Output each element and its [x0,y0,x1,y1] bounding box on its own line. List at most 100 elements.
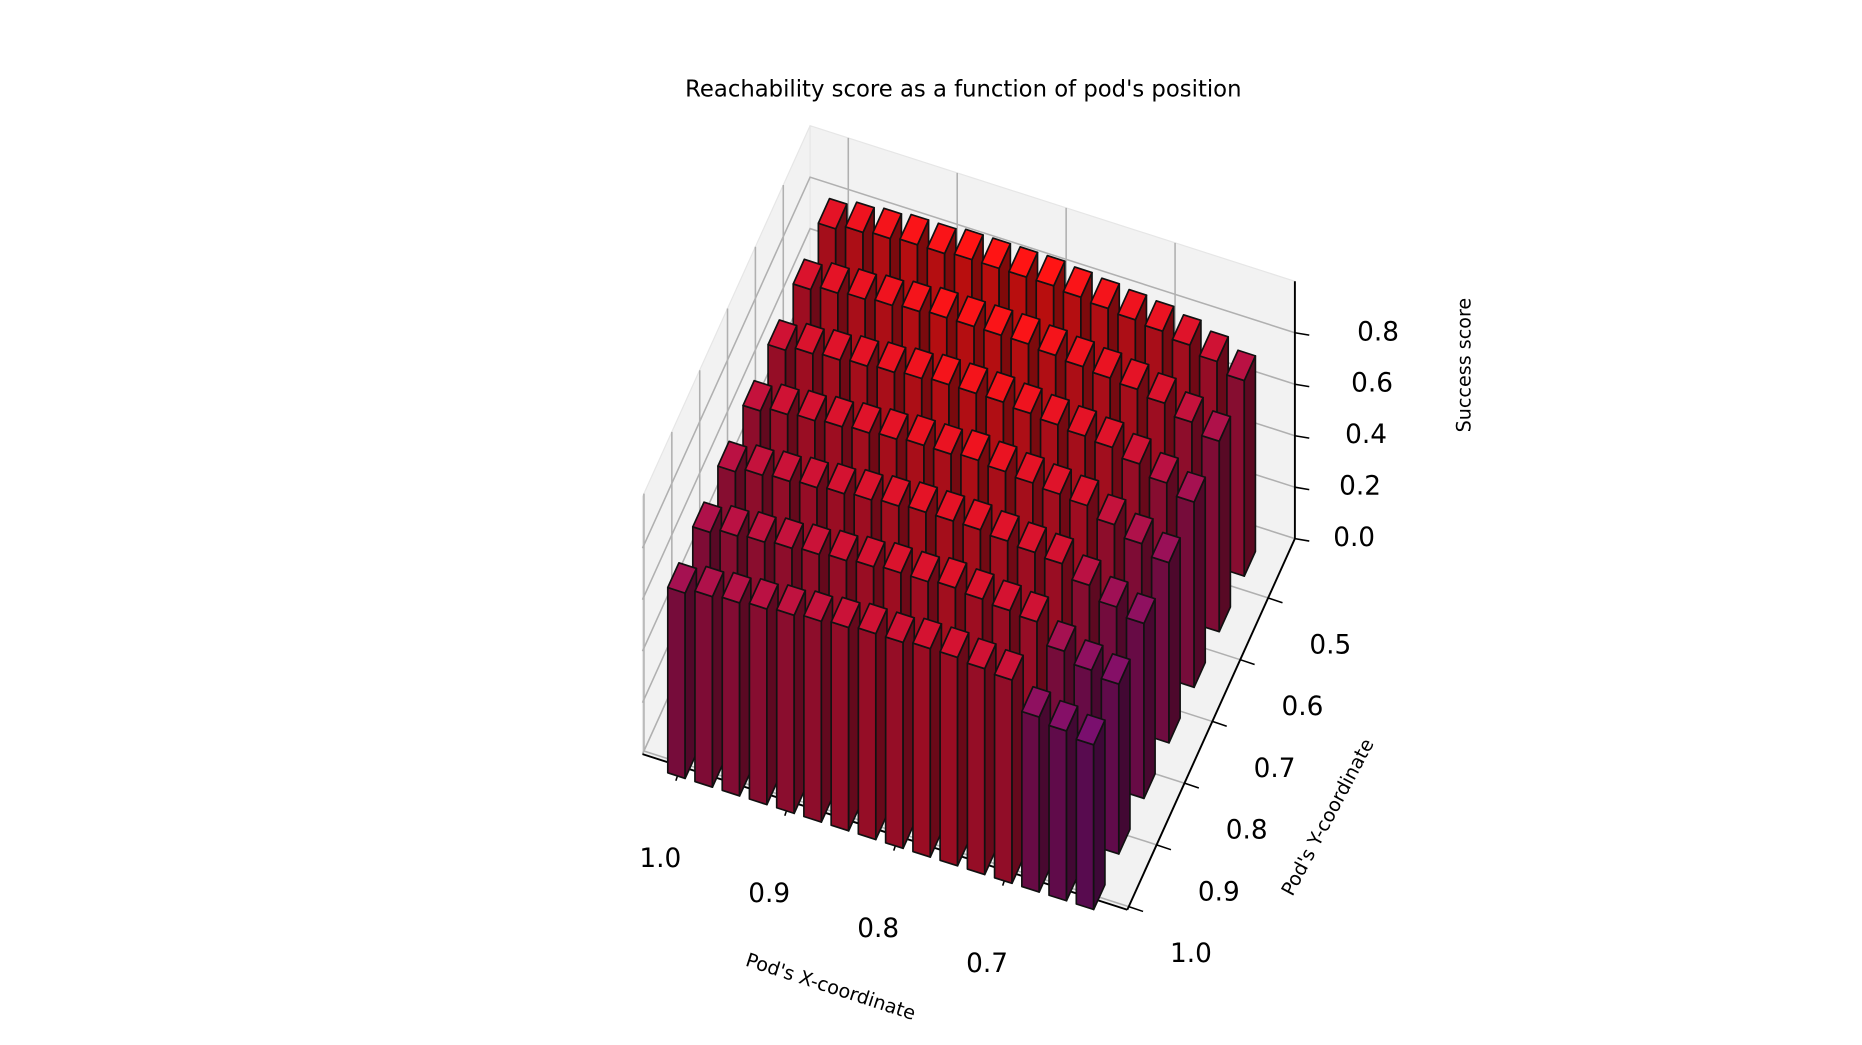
bar-top [1098,575,1129,608]
bar-top [1100,652,1131,685]
bar-top [903,347,934,380]
bar-top [817,197,848,230]
bar-top [1039,393,1070,426]
bar-top [1043,532,1075,565]
bar-front [803,614,823,823]
bar-top [899,213,930,246]
bar-top [849,335,880,368]
bar-side [1092,719,1106,911]
bar-top [771,450,802,483]
bar-top [1073,639,1104,672]
bar-top [1144,299,1175,333]
bar-top [1173,391,1204,424]
y-tick-mark [1267,597,1283,604]
bar-top [846,268,878,301]
bar-top [792,258,823,291]
bar-front [748,602,768,806]
bar-top [1048,699,1079,732]
y-tick-mark [1184,782,1200,789]
bar-top [855,535,886,568]
bar-top [1037,324,1068,357]
bar-front [966,662,986,876]
z-tick-mark [1294,383,1310,388]
bar [830,596,861,832]
bar [857,602,888,841]
bar-top [980,237,1012,270]
z-axis-label: Success score [1452,298,1475,433]
bar-top [962,498,993,531]
bar-top [871,207,903,240]
bar-top [1121,432,1152,465]
bar-top [1046,620,1077,653]
bar [966,637,997,876]
bar-top [934,489,966,522]
bar-top [826,462,857,495]
bar [884,611,916,850]
bar-front [912,642,932,858]
bar [912,617,943,858]
bar-top [1008,245,1039,278]
bar-top [905,414,936,447]
z-tick-mark [1294,332,1310,336]
z-tick-label: 0.4 [1345,420,1387,450]
bar-top [953,228,984,261]
bar [1021,685,1052,893]
bar-top [721,571,752,604]
bar-top [1175,470,1207,503]
bar-top [878,408,909,441]
bar-top [798,456,830,489]
bar-top [985,371,1016,404]
z-tick-mark [1294,486,1310,491]
bar-top [983,304,1014,337]
bar-side [1168,537,1181,744]
bar-side [1143,597,1156,800]
bar-front [857,627,877,841]
bar-top [748,577,779,610]
bar-top [1066,404,1098,437]
bar-top [912,617,943,650]
x-axis-label: Pod's X-coordinate [743,948,919,1025]
bar-front [1048,724,1068,902]
bar-top [993,648,1025,681]
bar-front [993,673,1013,885]
z-tick-label: 0.2 [1339,472,1381,502]
bar-top [1071,554,1102,587]
bar-top [844,201,875,234]
bar-top [928,286,959,319]
z-tick-label: 0.6 [1351,369,1393,399]
bar [666,562,698,780]
bar-front [830,621,850,832]
bar-top [957,362,989,395]
bar-top [876,341,907,374]
bar [748,577,779,806]
bar-top [1096,493,1127,526]
bar [939,626,970,867]
bar-top [819,262,850,294]
bar-top [773,517,804,550]
bar-top [746,511,777,543]
bar [993,648,1025,885]
bar [721,571,752,797]
bar [1125,592,1156,800]
y-tick-label: 0.5 [1309,630,1351,660]
z-tick-mark [1294,434,1310,439]
bar-side [1193,476,1207,689]
grid-line [641,176,1296,549]
chart-title: Reachability score as a function of pod'… [685,76,1241,102]
y-tick-mark [1128,905,1144,913]
bar-top [1150,531,1181,564]
bar-top [907,481,939,514]
bar-side [1218,415,1232,633]
y-tick-label: 1.0 [1170,939,1212,969]
bar-top [767,319,798,352]
bar-top [1148,451,1179,484]
y-tick-label: 0.8 [1226,816,1268,846]
bar [1226,349,1257,577]
bar-top [909,550,941,583]
bar-top [801,523,832,556]
y-tick-mark [1156,844,1172,851]
bar-front [1075,738,1095,911]
bar-top [1226,349,1257,382]
